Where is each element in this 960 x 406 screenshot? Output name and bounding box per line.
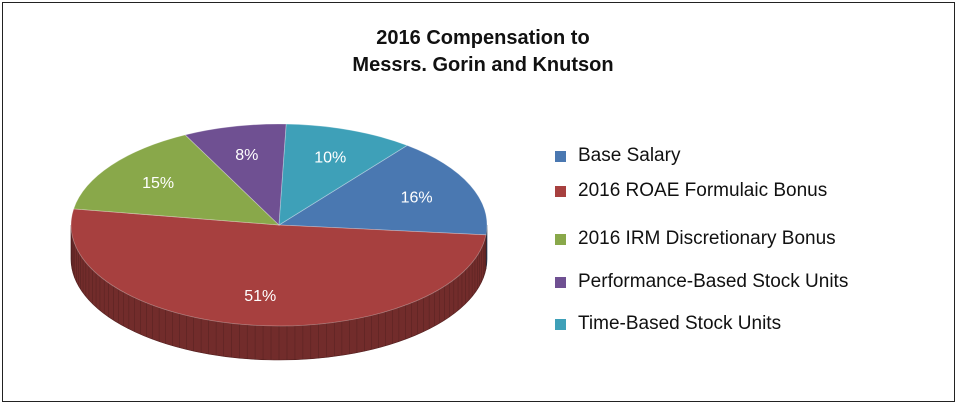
pie-label-performance-based-stock-units: 8% xyxy=(235,147,258,164)
pie-side-texture xyxy=(70,228,488,360)
chart-title-line-2: Messrs. Gorin and Knutson xyxy=(352,54,614,76)
pie-label-base-salary: 16% xyxy=(401,189,433,206)
legend-label: Performance-Based Stock Units xyxy=(578,271,849,292)
legend-swatch xyxy=(555,277,566,288)
pie-label-2016-roae-formulaic-bonus: 51% xyxy=(244,288,276,305)
pie-label-time-based-stock-units: 10% xyxy=(314,150,346,167)
pie-slice-2016-roae-formulaic-bonus xyxy=(70,208,487,327)
legend-label: Base Salary xyxy=(578,145,681,166)
chart-title-line-1: 2016 Compensation to xyxy=(376,27,590,49)
pie-slice-time-based-stock-units xyxy=(278,123,408,226)
pie-slice-performance-based-stock-units xyxy=(184,123,287,226)
legend-label: Time-Based Stock Units xyxy=(578,313,782,334)
pie-slice-2016-irm-discretionary-bonus xyxy=(73,134,281,226)
pie-data-labels: 16% 51% 15% 8% 10% xyxy=(142,147,433,305)
legend-swatch xyxy=(555,234,566,245)
legend-label: 2016 ROAE Formulaic Bonus xyxy=(578,180,828,201)
chart-frame: 2016 Compensation to Messrs. Gorin and K… xyxy=(2,2,955,402)
pie-top xyxy=(70,123,488,327)
pie-slice-base-salary xyxy=(277,144,488,236)
pie-chart: 16% 51% 15% 8% 10% xyxy=(70,123,488,361)
chart-title: 2016 Compensation to Messrs. Gorin and K… xyxy=(183,25,783,79)
pie-label-2016-irm-discretionary-bonus: 15% xyxy=(142,175,174,192)
legend-label: 2016 IRM Discretionary Bonus xyxy=(578,228,836,249)
legend-swatch xyxy=(555,151,566,162)
legend-swatch xyxy=(555,186,566,197)
legend-swatch xyxy=(555,319,566,330)
